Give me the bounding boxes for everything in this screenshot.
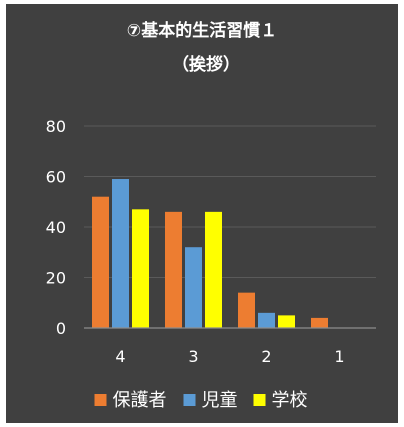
bars: [92, 179, 328, 328]
bar-学校-2: [278, 315, 295, 328]
legend-label: 児童: [202, 390, 238, 411]
bar-保護者-3: [165, 211, 182, 328]
legend-swatch: [94, 394, 107, 406]
legend-swatch: [183, 394, 196, 406]
y-axis-ticks: 0 20 40 60 80: [46, 117, 66, 338]
legend-label: 保護者: [113, 390, 167, 411]
chart-background: [6, 4, 398, 423]
x-tick-label: 3: [188, 347, 198, 366]
y-tick-label: 20: [46, 269, 66, 288]
y-tick-label: 80: [46, 117, 66, 136]
chart-title: ⑦基本的生活習慣１: [127, 20, 277, 41]
y-tick-label: 60: [46, 168, 66, 187]
x-tick-label: 2: [261, 347, 271, 366]
legend-label: 学校: [272, 390, 308, 411]
legend-swatch: [253, 394, 266, 406]
bar-児童-2: [258, 312, 275, 328]
bar-児童-3: [185, 247, 202, 328]
bar-学校-4: [132, 209, 149, 328]
chart-subtitle: （挨拶）: [172, 54, 240, 75]
legend: 保護者 児童 学校: [94, 390, 308, 411]
bar-学校-3: [205, 211, 222, 328]
bar-保護者-4: [92, 196, 109, 328]
x-axis-ticks: 4 3 2 1: [115, 347, 344, 366]
x-tick-label: 4: [115, 347, 125, 366]
bar-保護者-2: [238, 292, 255, 328]
y-tick-label: 0: [56, 319, 66, 338]
bar-保護者-1: [311, 317, 328, 328]
x-tick-label: 1: [334, 347, 344, 366]
bar-児童-4: [112, 179, 129, 328]
y-tick-label: 40: [46, 218, 66, 237]
